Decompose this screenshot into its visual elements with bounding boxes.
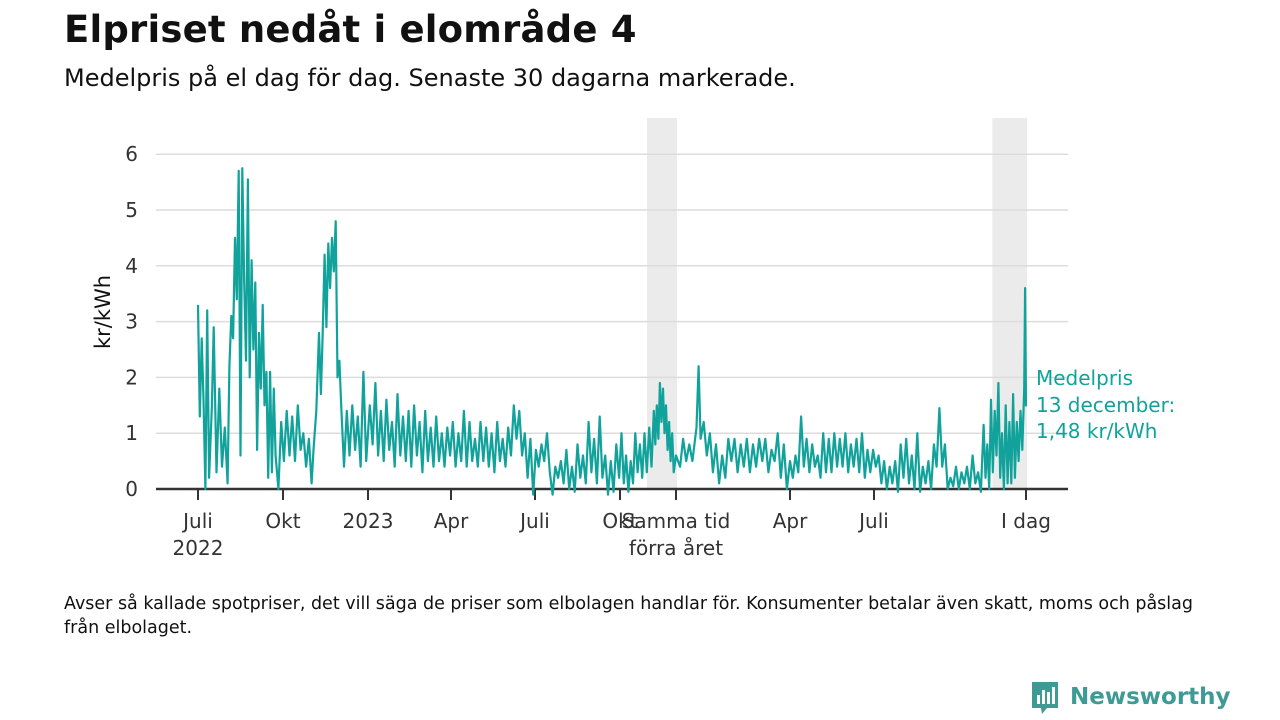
newsworthy-logo-icon (1032, 682, 1058, 714)
y-tick-label: 2 (125, 365, 138, 389)
x-tick-label: Okt (602, 509, 637, 533)
y-tick-label: 1 (125, 421, 138, 445)
y-tick-label: 3 (125, 310, 138, 334)
y-tick-label: 5 (125, 198, 138, 222)
page-subtitle: Medelpris på el dag för dag. Senaste 30 … (64, 64, 796, 92)
y-tick-label: 0 (125, 477, 138, 501)
brand-logo: Newsworthy (1030, 680, 1231, 720)
annotation-line-3: 1,48 kr/kWh (1036, 419, 1157, 443)
annotation-line-2: 13 december: (1036, 393, 1175, 417)
x-tick-label: Samma tid (622, 509, 731, 533)
brand-name: Newsworthy (1070, 684, 1231, 710)
x-tick-label: Juli (181, 509, 213, 533)
x-tick-label: Apr (773, 509, 808, 533)
price-series-line (196, 167, 1028, 496)
y-tick-layer: 0 1 2 3 4 5 6 (125, 142, 138, 501)
highlight-band-0 (646, 118, 677, 489)
x-tick-label-line2: förra året (629, 536, 723, 560)
y-tick-label: 4 (125, 254, 138, 278)
x-tick-label: Juli (518, 509, 550, 533)
grid-layer (156, 153, 1068, 434)
x-tick-label: I dag (1001, 509, 1051, 533)
annotation-line-1: Medelpris (1036, 366, 1133, 390)
footnote: Avser så kallade spotpriser, det vill sä… (64, 594, 1193, 638)
page-title: Elpriset nedåt i elområde 4 (64, 8, 637, 51)
y-tick-label: 6 (125, 142, 138, 166)
y-axis-label: kr/kWh (91, 275, 115, 349)
latest-value-annotation: Medelpris 13 december: 1,48 kr/kWh (1036, 366, 1175, 443)
x-tick-label: Apr (434, 509, 469, 533)
x-tick-label: Okt (265, 509, 300, 533)
x-tick-label: Juli (857, 509, 889, 533)
x-tick-label-line2: 2022 (173, 536, 224, 560)
x-tick-label: 2023 (343, 509, 394, 533)
